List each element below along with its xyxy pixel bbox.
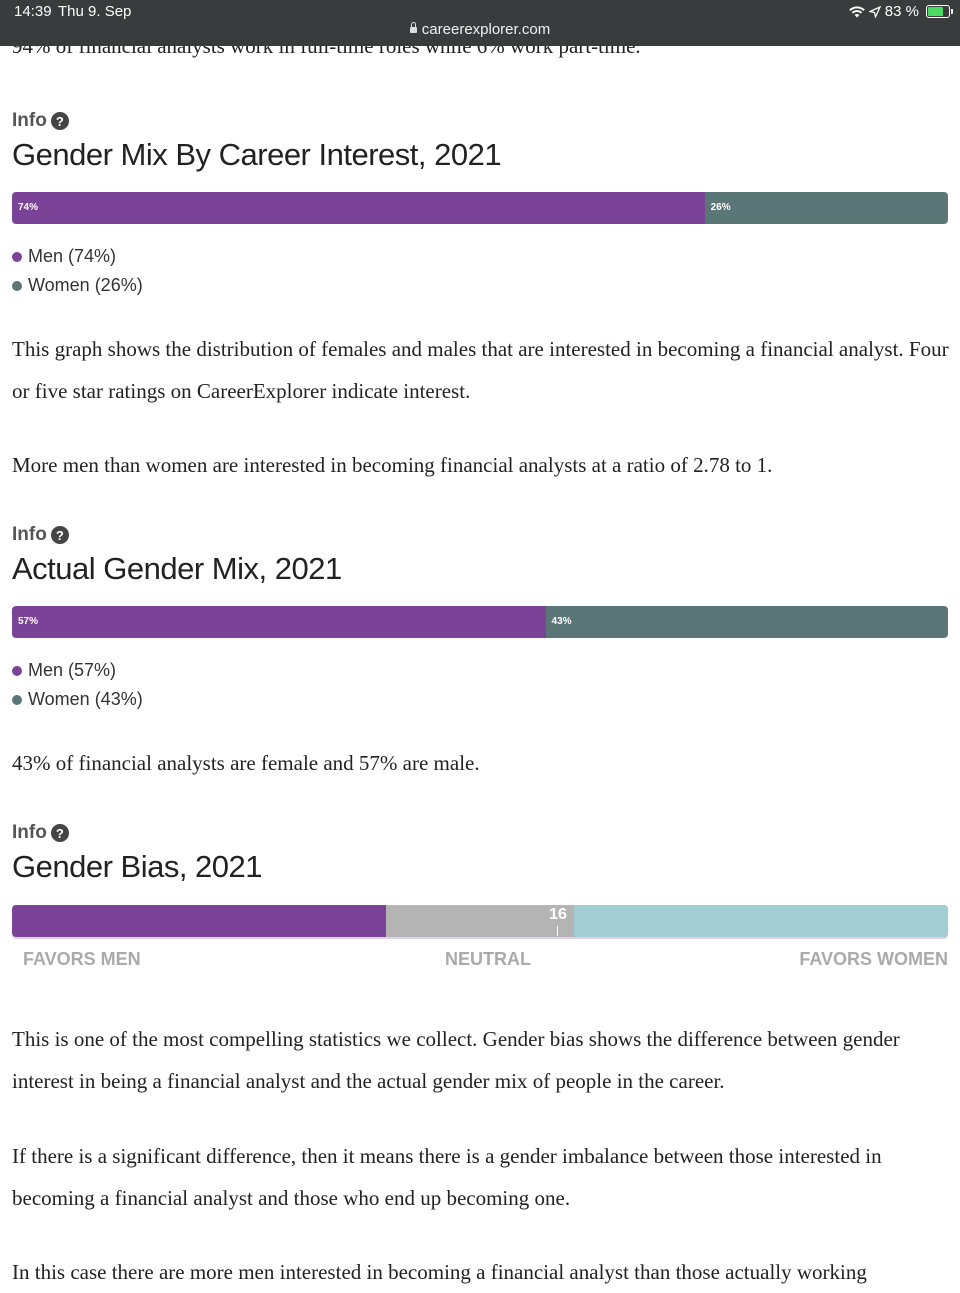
interest-description: This graph shows the distribution of fem… bbox=[12, 337, 949, 403]
bias-marker-tick bbox=[557, 926, 558, 936]
interest-men-segment: 74% bbox=[12, 192, 705, 224]
neutral-segment bbox=[386, 905, 574, 937]
bias-imbalance-text: If there is a significant difference, th… bbox=[12, 1144, 882, 1210]
actual-mix-text: 43% of financial analysts are female and… bbox=[12, 751, 480, 775]
actual-men-segment: 57% bbox=[12, 606, 546, 638]
neutral-label: NEUTRAL bbox=[445, 949, 531, 969]
legend-men-actual: Men (57%) bbox=[12, 660, 116, 681]
address-bar-url: careerexplorer.com bbox=[421, 21, 551, 38]
interest-women-segment: 26% bbox=[704, 192, 948, 224]
question-icon: ? bbox=[50, 824, 69, 842]
bias-conclusion-text: In this case there are more men interest… bbox=[12, 1260, 867, 1284]
info-link-3[interactable]: Info ? bbox=[12, 822, 69, 844]
battery-icon bbox=[926, 5, 953, 18]
legend-women-interest: Women (26%) bbox=[12, 275, 143, 296]
section-title-interest: Gender Mix By Career Interest, 2021 bbox=[12, 137, 502, 172]
men-dot-icon bbox=[12, 251, 22, 262]
section-title-bias: Gender Bias, 2021 bbox=[12, 849, 263, 884]
info-label: Info bbox=[12, 524, 47, 545]
wifi-icon bbox=[848, 5, 865, 17]
actual-men-bar-label: 57% bbox=[18, 616, 39, 627]
bias-bar-shadow bbox=[12, 935, 948, 939]
favors-men-label: FAVORS MEN bbox=[23, 949, 141, 969]
favors-women-segment bbox=[574, 905, 948, 937]
status-indicators: 83 % bbox=[848, 3, 953, 20]
favors-women-label: FAVORS WOMEN bbox=[799, 949, 948, 969]
info-link-2[interactable]: Info ? bbox=[12, 524, 69, 546]
interest-gender-bar: 74% 26% bbox=[12, 192, 948, 224]
legend-men-interest: Men (74%) bbox=[12, 246, 116, 267]
question-icon: ? bbox=[50, 112, 69, 130]
legend-label: Men (74%) bbox=[28, 246, 117, 266]
lock-icon bbox=[409, 22, 417, 33]
gender-bias-scale: 16 bbox=[12, 905, 948, 939]
battery-percent: 83 % bbox=[884, 3, 919, 20]
women-dot-icon bbox=[12, 694, 22, 705]
status-bar: 14:39 Thu 9. Sep careerexplorer.com 83 % bbox=[0, 0, 960, 46]
men-dot-icon bbox=[12, 665, 22, 676]
legend-label: Women (43%) bbox=[28, 689, 143, 709]
bias-description: This is one of the most compelling stati… bbox=[12, 1027, 900, 1093]
legend-label: Women (26%) bbox=[28, 275, 143, 295]
actual-gender-bar: 57% 43% bbox=[12, 606, 948, 638]
question-icon: ? bbox=[50, 526, 69, 544]
bias-value-label: 16 bbox=[549, 906, 567, 923]
info-link-1[interactable]: Info ? bbox=[12, 110, 69, 132]
favors-men-segment bbox=[12, 905, 386, 937]
actual-women-segment: 43% bbox=[545, 606, 948, 638]
legend-label: Men (57%) bbox=[28, 660, 117, 680]
location-arrow-icon bbox=[868, 5, 881, 18]
section-title-actual: Actual Gender Mix, 2021 bbox=[12, 551, 342, 586]
info-label: Info bbox=[12, 822, 47, 843]
legend-women-actual: Women (43%) bbox=[12, 689, 143, 710]
actual-women-bar-label: 43% bbox=[551, 616, 572, 627]
address-bar[interactable]: careerexplorer.com bbox=[0, 21, 960, 38]
status-date: Thu 9. Sep bbox=[58, 3, 132, 20]
info-label: Info bbox=[12, 110, 47, 131]
interest-ratio-text: More men than women are interested in be… bbox=[12, 453, 773, 477]
interest-men-bar-label: 74% bbox=[18, 202, 39, 213]
status-time: 14:39 bbox=[14, 3, 52, 20]
women-dot-icon bbox=[12, 280, 22, 291]
interest-women-bar-label: 26% bbox=[710, 202, 731, 213]
